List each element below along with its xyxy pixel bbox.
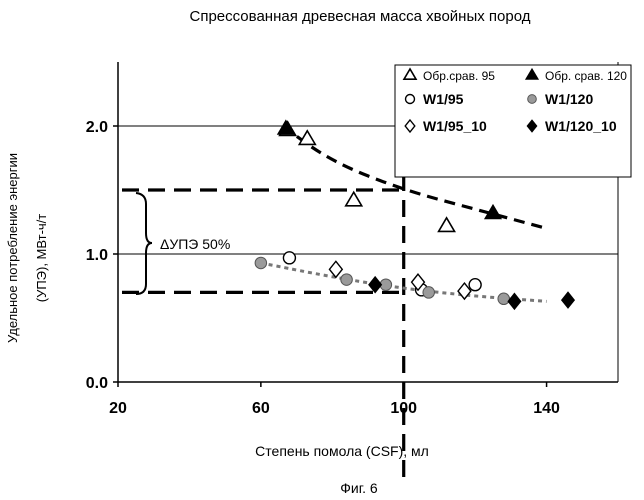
x-axis-label: Степень помола (CSF), мл [255,443,429,459]
y-tick-label: 1.0 [86,247,108,264]
legend-label: W1/120 [545,91,593,107]
legend: Обр.срав. 95 Обр. срав. 120 W1/95 W1/120 W1/… [395,65,631,177]
y-tick-label: 2.0 [86,119,108,136]
legend-label: Обр. срав. 120 [545,69,627,83]
x-tick-label: 140 [533,400,560,417]
x-tick-label: 60 [252,400,270,417]
legend-label: W1/95 [423,91,464,107]
legend-label: Обр.срав. 95 [423,69,495,83]
figure-caption: Фиг. 6 [340,480,378,496]
y-axis-label-line1: Удельное потребление энергии [5,153,20,343]
delta-annotation: ΔУПЭ 50% [160,236,230,252]
legend-marker-circle-gray [528,95,537,104]
data-point-circle-open [469,279,481,291]
x-tick-label: 20 [109,400,127,417]
data-point-circle-gray [498,293,510,305]
legend-label: W1/95_10 [423,118,487,134]
chart-title: Спрессованная древесная масса хвойных по… [190,8,531,25]
data-point-circle-gray [255,257,267,269]
legend-marker-circle-open [406,95,415,104]
data-point-circle-open [283,252,295,264]
chart: Спрессованная древесная масса хвойных по… [0,0,644,500]
data-point-circle-gray [341,274,353,286]
legend-label: W1/120_10 [545,118,617,134]
data-point-circle-gray [423,287,435,299]
y-axis-label-line2: (УПЭ), МВт-ч/т [34,214,49,303]
y-tick-label: 0.0 [86,375,108,392]
x-tick-label: 100 [390,400,417,417]
